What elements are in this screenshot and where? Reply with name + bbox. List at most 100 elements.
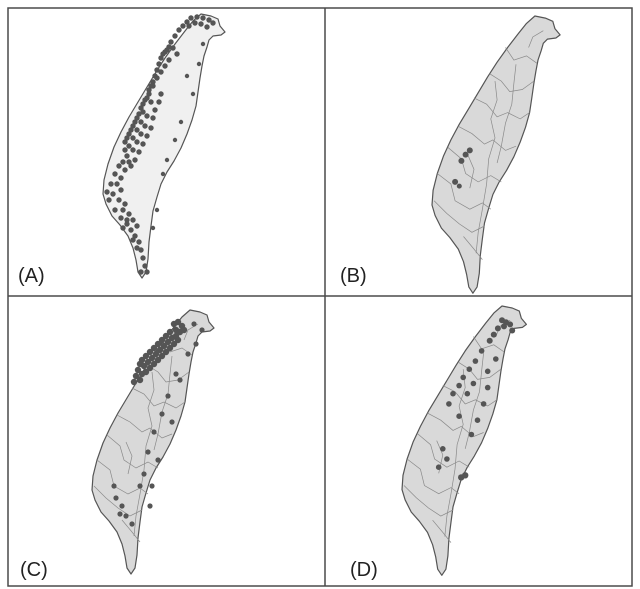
map-point — [146, 91, 152, 97]
map-point — [169, 419, 175, 425]
map-point — [509, 327, 516, 334]
map-point — [150, 344, 158, 352]
district-line — [496, 64, 517, 164]
map-point — [144, 133, 150, 139]
map-point — [136, 376, 144, 384]
map-point — [466, 366, 473, 373]
map-point — [162, 348, 170, 356]
map-point — [188, 15, 194, 21]
map-point — [186, 23, 192, 29]
map-point — [164, 338, 172, 346]
map-point — [146, 87, 152, 93]
map-point — [148, 125, 154, 131]
map-point — [158, 69, 164, 75]
map-point — [132, 119, 138, 125]
map-point — [462, 151, 469, 158]
map-point — [156, 346, 164, 354]
map-point — [184, 19, 190, 25]
map-point — [112, 207, 118, 213]
map-point — [507, 321, 514, 328]
map-point — [200, 15, 206, 21]
district-line — [442, 385, 498, 407]
map-point — [126, 131, 132, 137]
map-point — [164, 47, 170, 53]
district-line — [131, 387, 186, 409]
map-point — [113, 495, 119, 501]
map-point — [456, 183, 462, 189]
map-point — [134, 366, 142, 374]
map-point — [147, 503, 153, 509]
map-point — [134, 245, 140, 251]
map-point — [166, 344, 174, 352]
map-point — [128, 163, 134, 169]
map-point — [130, 237, 136, 243]
map-point — [119, 503, 125, 509]
map-point — [130, 147, 136, 153]
map-point — [137, 483, 143, 489]
map-point — [146, 364, 154, 372]
map-point — [136, 111, 142, 117]
map-point — [158, 352, 166, 360]
map-point — [148, 99, 154, 105]
map-point — [130, 378, 138, 386]
points-layer — [452, 147, 473, 189]
district-line — [463, 236, 483, 260]
map-point — [140, 362, 148, 370]
map-point — [176, 27, 182, 33]
district-line — [406, 458, 460, 495]
district-line — [458, 125, 517, 151]
map-point — [123, 513, 129, 519]
map-point — [154, 207, 160, 213]
district-line — [444, 369, 466, 537]
map-point — [466, 147, 473, 154]
map-point — [490, 331, 497, 338]
map-point — [180, 326, 188, 334]
district-line — [489, 73, 535, 92]
map-point — [158, 91, 164, 97]
map-point — [162, 63, 168, 69]
district-line — [121, 519, 141, 543]
map-point — [159, 411, 165, 417]
taiwan-outline — [401, 305, 527, 576]
map-point — [464, 390, 471, 397]
map-point — [154, 75, 160, 81]
map-point — [206, 17, 212, 23]
map-point — [144, 95, 150, 101]
map-point — [174, 318, 182, 326]
district-boundaries — [433, 30, 544, 260]
map-point — [142, 263, 148, 269]
map-point — [138, 119, 144, 125]
map-point — [136, 149, 142, 155]
map-point — [124, 217, 130, 223]
district-line — [475, 81, 498, 254]
panel-label-d: (D) — [350, 559, 378, 581]
district-line — [116, 414, 173, 439]
map-point — [210, 20, 216, 26]
map-point — [120, 159, 126, 165]
panel-a: (A) — [18, 13, 226, 287]
map-point — [204, 24, 210, 30]
map-point — [486, 337, 493, 344]
map-point — [158, 55, 164, 61]
map-point — [185, 351, 191, 357]
map-point — [192, 20, 198, 26]
map-point — [160, 171, 166, 177]
map-point — [118, 187, 124, 193]
map-point — [138, 105, 144, 111]
map-point — [170, 45, 176, 51]
map-point — [460, 374, 467, 381]
map-point — [155, 457, 161, 463]
map-point — [120, 207, 126, 213]
map-point — [134, 139, 140, 145]
map-point — [196, 61, 202, 67]
map-point — [114, 181, 120, 187]
map-point — [141, 471, 147, 477]
map-point — [177, 377, 183, 383]
map-point — [156, 61, 162, 67]
map-point — [184, 73, 190, 79]
map-point — [124, 221, 130, 227]
map-point — [493, 356, 499, 362]
map-point — [154, 356, 162, 364]
map-point — [160, 342, 168, 350]
